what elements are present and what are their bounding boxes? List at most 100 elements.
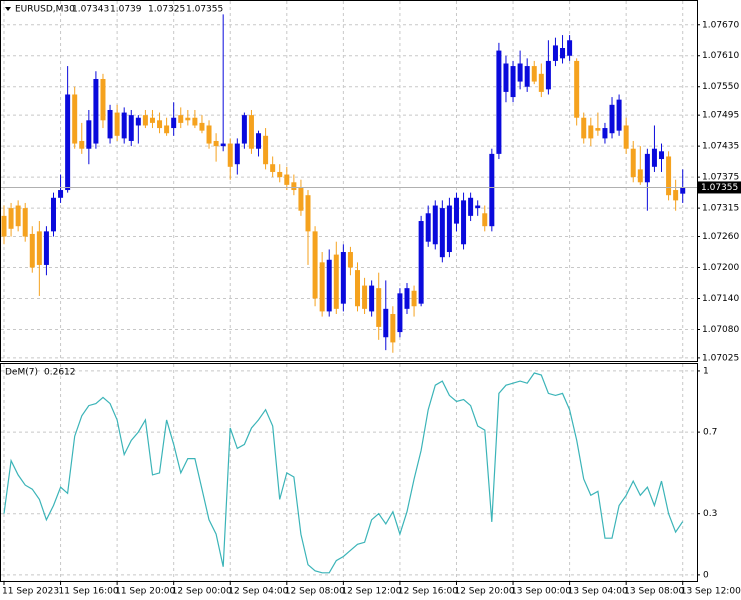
price-panel [0, 0, 698, 362]
candle-body [22, 208, 28, 237]
candle-body [213, 140, 219, 147]
candle-body [8, 208, 14, 229]
candle-body [560, 48, 566, 59]
y-tick-label: 1.07200 [702, 263, 739, 273]
candle-body [298, 187, 304, 211]
indicator-name: DeM(7) [5, 368, 38, 378]
x-tick-label: 11 Sep 20:00 [115, 587, 175, 597]
close-value: 1.07355 [186, 5, 223, 15]
candle-body [86, 120, 92, 149]
candle-body [616, 99, 622, 131]
current-price-label: 1.07355 [701, 183, 738, 193]
candle-body [411, 290, 417, 307]
candle-body [439, 208, 445, 258]
candle-body [171, 117, 177, 129]
y-tick-label: 1.07610 [702, 51, 739, 61]
candle-body [284, 174, 290, 185]
candle-body [446, 205, 452, 253]
x-tick-label: 13 Sep 04:00 [568, 587, 628, 597]
x-tick-label: 13 Sep 00:00 [511, 587, 571, 597]
candle-body [545, 60, 551, 90]
candle-body [595, 128, 601, 131]
candle-body [680, 187, 686, 194]
candle-body [666, 156, 672, 196]
candle-body [29, 233, 35, 268]
x-tick-label: 11 Sep 2023 [2, 587, 59, 597]
candle-body [347, 252, 353, 268]
candle-body [609, 104, 615, 134]
candle-body [128, 115, 134, 141]
open-value: 1.07343 [72, 5, 109, 15]
x-tick-label: 11 Sep 16:00 [59, 587, 119, 597]
menu-icon[interactable] [5, 7, 11, 11]
indicator-panel [0, 363, 698, 582]
grid [1, 1, 697, 581]
candle-body [531, 66, 537, 82]
candle-body [432, 205, 438, 245]
y-tick-label: 1.07375 [702, 173, 739, 183]
candle-body [192, 117, 198, 126]
candle-body [475, 205, 481, 209]
y-tick-label: 1.07080 [702, 325, 739, 335]
y-tick-label: 0.7 [703, 428, 717, 438]
candle-body [1, 215, 7, 237]
candle-body [630, 148, 636, 178]
candle-body [468, 197, 474, 216]
candle-body [121, 112, 127, 139]
candle-body [305, 195, 311, 232]
candle-body [425, 213, 431, 242]
y-tick-label: 1.07435 [702, 142, 739, 152]
candle-body [602, 128, 608, 139]
candle-body [482, 213, 488, 227]
candle-body [206, 125, 212, 144]
candle-body [517, 63, 523, 82]
candle-body [79, 140, 85, 149]
candle-body [651, 148, 657, 167]
candle-body [270, 164, 276, 172]
candle-body [178, 115, 184, 123]
candle-body [58, 190, 64, 198]
indicator-value: 0.2612 [44, 368, 76, 378]
candle-body [397, 293, 403, 333]
candle-body [100, 78, 106, 121]
candle-body [241, 115, 247, 144]
high-value: 1.0739 [110, 5, 142, 15]
candle-body [552, 45, 558, 61]
candle-body [567, 40, 573, 56]
x-tick-label: 12 Sep 20:00 [454, 587, 514, 597]
candle-body [248, 115, 254, 149]
candle-body [510, 66, 516, 98]
candle-body [157, 120, 163, 129]
y-tick-label: 1.07670 [702, 20, 739, 30]
candle-body [107, 109, 113, 139]
candle-body [362, 285, 368, 309]
indicator-line [3, 372, 684, 574]
candle-body [142, 115, 148, 126]
candle-body [418, 221, 424, 304]
y-tick-label: 1.07025 [702, 353, 739, 363]
candle-body [404, 288, 410, 309]
candle-body [376, 288, 382, 327]
x-tick-label: 12 Sep 08:00 [285, 587, 345, 597]
candle-body [538, 73, 544, 92]
marks [1, 14, 686, 574]
candle-body [369, 285, 375, 312]
candle-body [581, 117, 587, 139]
current-price-box [698, 181, 741, 194]
candle-body [263, 135, 269, 165]
y-tick-label: 1.07260 [702, 232, 739, 242]
candle-body [256, 133, 262, 149]
y-tick-label: 1.07315 [702, 204, 739, 214]
candle-body [277, 171, 283, 178]
candle-body [227, 143, 233, 167]
candle-body [93, 78, 99, 144]
candle-body [291, 182, 297, 191]
candle-body [326, 259, 332, 312]
candle-body [149, 117, 155, 123]
y-tick-label: 0.3 [703, 509, 717, 519]
candle-body [50, 197, 56, 232]
y-tick-label: 1 [703, 366, 709, 376]
x-tick-label: 12 Sep 12:00 [341, 587, 401, 597]
candle-body [489, 153, 495, 227]
candle-body [135, 117, 141, 126]
